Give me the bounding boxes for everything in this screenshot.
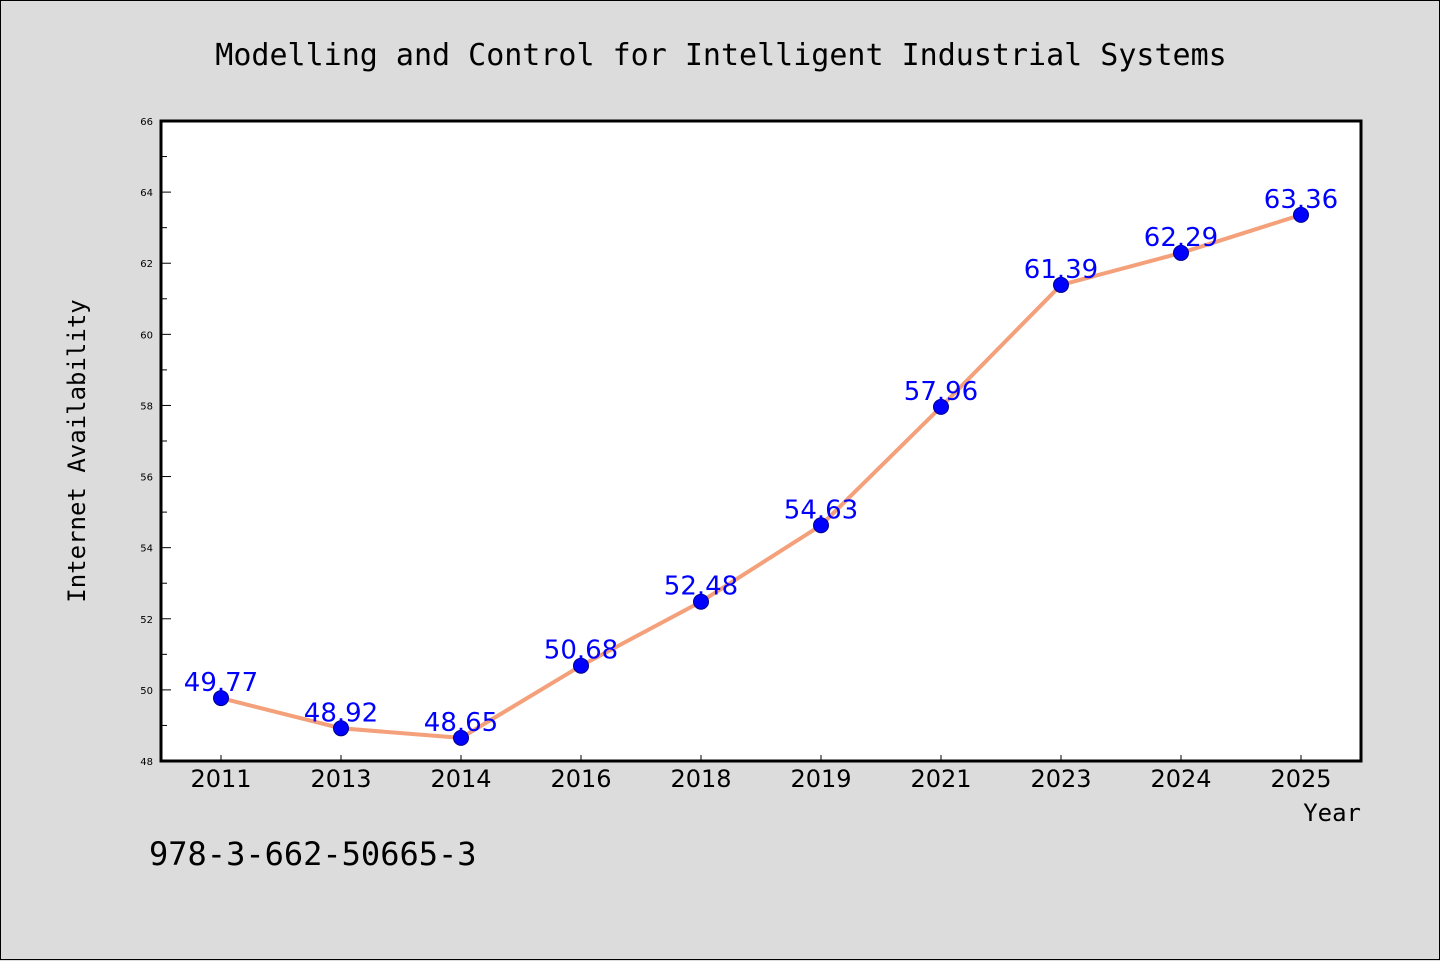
plot-area (161, 121, 1361, 761)
data-point-label: 50.68 (544, 636, 618, 666)
x-tick-label: 2024 (1150, 765, 1211, 793)
x-tick-label: 2018 (670, 765, 731, 793)
data-point-marker (1053, 276, 1069, 293)
data-point-label: 49.77 (184, 668, 258, 698)
y-tick-label: 62 (140, 259, 153, 270)
data-point-marker (333, 720, 349, 737)
data-labels-group: 49.77 48.92 48.65 50.68 52.48 54.63 57.96 61.39… (184, 185, 1338, 738)
x-tick-label: 2025 (1270, 765, 1331, 793)
y-tick-label: 60 (140, 330, 153, 341)
x-tick-label: 2011 (190, 765, 251, 793)
data-point-label: 48.92 (304, 698, 378, 728)
y-tick-label: 54 (140, 544, 153, 555)
data-point-marker (573, 657, 589, 674)
data-point-marker (933, 398, 949, 415)
data-point-label: 57.96 (904, 377, 978, 407)
markers-group (213, 206, 1309, 746)
y-tick-label: 58 (140, 401, 153, 412)
series-line-group (219, 212, 1303, 740)
y-axis-ticks: 48 50 52 54 56 58 60 62 64 66 (140, 117, 171, 768)
data-point-label: 48.65 (424, 708, 498, 738)
series-line (219, 212, 1303, 740)
y-tick-label: 50 (140, 686, 153, 697)
x-tick-label: 2023 (1030, 765, 1091, 793)
y-tick-label: 52 (140, 615, 153, 626)
y-tick-label: 56 (140, 473, 153, 484)
data-point-marker (213, 690, 229, 707)
x-tick-label: 2016 (550, 765, 611, 793)
isbn-footnote: 978-3-662-50665-3 (149, 835, 477, 873)
data-point-label: 62.29 (1144, 223, 1218, 253)
data-point-label: 52.48 (664, 572, 738, 602)
plot-frame (159, 119, 1363, 763)
x-axis-ticks: 2011 2013 2014 2016 2018 2019 2021 2023 2024 2025 (190, 755, 1332, 793)
data-point-label: 63.36 (1264, 185, 1338, 215)
y-tick-label: 66 (140, 117, 153, 128)
data-point-marker (1293, 206, 1309, 223)
y-tick-label: 48 (140, 757, 153, 768)
data-point-marker (813, 517, 829, 534)
data-point-marker (693, 593, 709, 610)
y-tick-label: 64 (140, 188, 153, 199)
data-point-label: 54.63 (784, 495, 858, 525)
chart-title: Modelling and Control for Intelligent In… (215, 38, 1226, 73)
data-point-marker (1173, 244, 1189, 261)
x-tick-label: 2021 (910, 765, 971, 793)
y-axis-label: Internet Availability (63, 299, 91, 602)
x-tick-label: 2019 (790, 765, 851, 793)
data-point-marker (453, 729, 469, 746)
data-point-label: 61.39 (1024, 255, 1098, 285)
x-axis-label: Year (1303, 799, 1361, 827)
x-tick-label: 2014 (430, 765, 491, 793)
x-tick-label: 2013 (310, 765, 371, 793)
